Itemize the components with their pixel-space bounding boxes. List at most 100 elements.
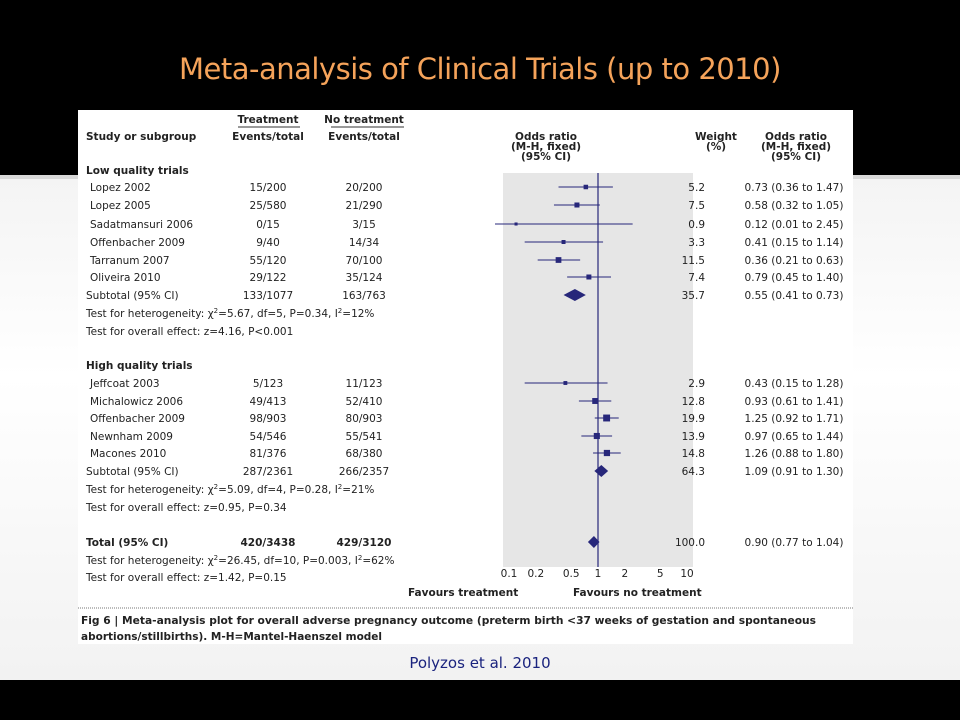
study-name: Newnham 2009 <box>90 431 173 443</box>
subtotal-diamond <box>594 465 609 477</box>
heterogeneity-test-part: 2 <box>338 483 342 491</box>
header-treatment-group: Treatment <box>238 114 299 126</box>
heterogeneity-test-part: =12% <box>342 308 374 320</box>
study-no-treatment-events: 55/541 <box>346 431 383 443</box>
x-tick-label: 5 <box>657 568 664 580</box>
total-heterogeneity-test-part: =62% <box>362 555 394 567</box>
study-name: Oliveira 2010 <box>90 272 161 284</box>
study-no-treatment-events: 14/34 <box>349 237 380 249</box>
study-odds-ratio-text: 0.73 (0.36 to 1.47) <box>745 182 844 194</box>
study-weight: 2.9 <box>688 378 705 390</box>
subtotal-odds-ratio-text: 1.09 (0.91 to 1.30) <box>745 466 844 478</box>
header-weight-line: Weight <box>695 131 737 143</box>
subtotal-weight: 64.3 <box>682 466 705 478</box>
study-treatment-events: 5/123 <box>253 378 283 390</box>
study-treatment-events: 49/413 <box>250 396 287 408</box>
study-weight: 11.5 <box>682 255 705 267</box>
study-treatment-events: 54/546 <box>250 431 287 443</box>
study-name: Jeffcoat 2003 <box>89 378 160 390</box>
total-heterogeneity-test-part: χ <box>208 555 214 567</box>
study-treatment-events: 9/40 <box>256 237 280 249</box>
study-name: Offenbacher 2009 <box>90 413 185 425</box>
study-no-treatment-events: 68/380 <box>346 448 383 460</box>
x-tick-label: 0.1 <box>501 568 518 580</box>
study-no-treatment-events: 3/15 <box>352 219 376 231</box>
study-point-marker <box>583 184 589 190</box>
study-treatment-events: 15/200 <box>250 182 287 194</box>
total-no-treatment-events: 429/3120 <box>337 537 392 549</box>
study-point-marker <box>603 449 611 457</box>
heterogeneity-test-part: =5.09, df=4, P=0.28, I <box>218 484 338 496</box>
forest-plot: Treatment No treatment Study or subgroup Ev… <box>78 114 853 643</box>
study-weight: 13.9 <box>682 431 705 443</box>
heterogeneity-test-part: =5.67, df=5, P=0.34, I <box>218 308 338 320</box>
total-weight: 100.0 <box>675 537 705 549</box>
header-odds-ratio-line: Odds ratio <box>515 131 577 143</box>
study-name: Lopez 2005 <box>90 200 151 212</box>
heterogeneity-test-part: χ <box>208 308 214 320</box>
heterogeneity-test-part: 2 <box>338 307 342 315</box>
study-odds-ratio-text: 0.41 (0.15 to 1.14) <box>745 237 844 249</box>
overall-effect-test: Test for overall effect: z=0.95, P=0.34 <box>85 502 287 514</box>
study-point-marker <box>563 381 568 385</box>
study-treatment-events: 81/376 <box>250 448 287 460</box>
study-no-treatment-events: 80/903 <box>346 413 383 425</box>
x-tick-label: 1 <box>595 568 602 580</box>
citation: Polyzos et al. 2010 <box>409 654 551 672</box>
study-name: Tarranum 2007 <box>89 255 170 267</box>
study-odds-ratio-text: 1.25 (0.92 to 1.71) <box>745 413 844 425</box>
favours-treatment-label: Favours treatment <box>408 587 518 599</box>
study-weight: 12.8 <box>682 396 705 408</box>
study-point-marker <box>555 257 562 263</box>
x-tick-label: 0.5 <box>563 568 580 580</box>
header-odds-ratio-line: (95% CI) <box>521 151 571 163</box>
header-no-treatment-group: No treatment <box>324 114 404 126</box>
total-heterogeneity-test-part: 2 <box>214 554 218 562</box>
study-treatment-events: 25/580 <box>250 200 287 212</box>
study-odds-ratio-text: 0.97 (0.65 to 1.44) <box>745 431 844 443</box>
heterogeneity-test-part: χ <box>208 484 214 496</box>
header-or-text-line: (95% CI) <box>771 151 821 163</box>
study-odds-ratio-text: 0.43 (0.15 to 1.28) <box>745 378 844 390</box>
x-tick-label: 2 <box>621 568 628 580</box>
study-name: Macones 2010 <box>90 448 166 460</box>
total-odds-ratio-text: 0.90 (0.77 to 1.04) <box>745 537 844 549</box>
study-name: Michalowicz 2006 <box>90 396 183 408</box>
slide-title: Meta-analysis of Clinical Trials (up to … <box>179 52 781 86</box>
study-weight: 7.5 <box>688 200 705 212</box>
heterogeneity-test: Test for heterogeneity: χ2=5.09, df=4, P… <box>85 483 374 496</box>
header-odds-ratio-line: (M-H, fixed) <box>511 141 581 153</box>
total-heterogeneity-test-part: 2 <box>358 554 362 562</box>
study-weight: 3.3 <box>688 237 705 249</box>
study-odds-ratio-text: 0.36 (0.21 to 0.63) <box>745 255 844 267</box>
total-diamond <box>587 536 600 548</box>
subtotal-label: Subtotal (95% CI) <box>86 466 179 478</box>
x-tick-label: 0.2 <box>527 568 544 580</box>
heterogeneity-test: Test for heterogeneity: χ2=5.67, df=5, P… <box>85 307 374 320</box>
heterogeneity-test-part: =21% <box>342 484 374 496</box>
subtotal-odds-ratio-text: 0.55 (0.41 to 0.73) <box>745 290 844 302</box>
study-odds-ratio-text: 0.58 (0.32 to 1.05) <box>745 200 844 212</box>
subtotal-no-treatment-events: 266/2357 <box>339 466 389 478</box>
study-weight: 5.2 <box>688 182 705 194</box>
x-tick-label: 10 <box>680 568 693 580</box>
overall-effect-test: Test for overall effect: z=4.16, P<0.001 <box>85 326 293 338</box>
study-no-treatment-events: 20/200 <box>346 182 383 194</box>
study-weight: 0.9 <box>688 219 705 231</box>
subtotal-no-treatment-events: 163/763 <box>342 290 386 302</box>
favours-no-treatment-label: Favours no treatment <box>573 587 702 599</box>
study-name: Lopez 2002 <box>90 182 151 194</box>
subtotal-label: Subtotal (95% CI) <box>86 290 179 302</box>
study-odds-ratio-text: 0.93 (0.61 to 1.41) <box>745 396 844 408</box>
subtotal-diamond <box>563 289 586 301</box>
study-no-treatment-events: 70/100 <box>346 255 383 267</box>
study-odds-ratio-text: 0.12 (0.01 to 2.45) <box>745 219 844 231</box>
study-no-treatment-events: 21/290 <box>346 200 383 212</box>
total-label: Total (95% CI) <box>86 537 168 549</box>
study-treatment-events: 29/122 <box>250 272 287 284</box>
subtotal-weight: 35.7 <box>682 290 705 302</box>
study-odds-ratio-text: 0.79 (0.45 to 1.40) <box>745 272 844 284</box>
heterogeneity-test-part: 2 <box>214 483 218 491</box>
bottom-band <box>0 680 960 720</box>
study-weight: 14.8 <box>682 448 705 460</box>
